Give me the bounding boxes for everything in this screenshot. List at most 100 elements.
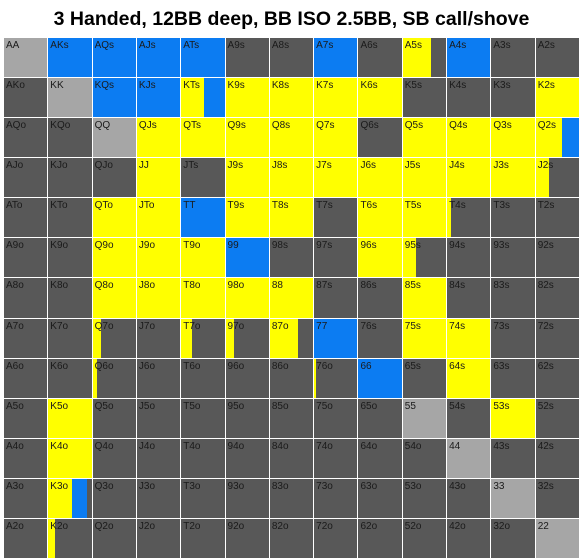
hand-fill-call [225,198,269,238]
hand-label: 96o [227,360,245,372]
hand-fill-call [314,78,358,118]
hand-fill-shove [181,38,225,78]
hand-cell-T5o: T5o [181,398,225,438]
hand-cell-K4o: K4o [48,438,92,478]
hand-cell-A2s: A2s [535,38,579,78]
hand-fill-call [225,118,269,158]
hand-label: A9s [227,40,245,51]
hand-fill-call [225,318,235,358]
hand-cell-QJs: QJs [136,118,181,158]
hand-label: K9o [50,240,69,252]
hand-cell-Q4o: Q4o [92,438,136,478]
hand-cell-55: 55 [402,398,447,438]
hand-cell-75o: 75o [314,398,358,438]
hand-label: A2o [6,520,24,532]
hand-label: 73s [493,320,510,332]
hand-cell-33: 33 [491,478,535,518]
hand-label: 63o [360,480,378,492]
hand-label: 92o [227,520,245,532]
hand-cell-95o: 95o [225,398,269,438]
hand-cell-K5s: K5s [402,78,447,118]
hand-fill-shove [314,318,358,358]
hand-cell-96s: 96s [358,238,402,278]
hand-cell-K9o: K9o [48,238,92,278]
hand-cell-A3s: A3s [491,38,535,78]
hand-label: 22 [537,520,549,532]
hand-cell-A8o: A8o [4,278,48,318]
hand-label: 54o [404,440,422,452]
hand-label: 99 [227,240,239,252]
hand-cell-65s: 65s [402,358,447,398]
hand-cell-T9o: T9o [181,238,225,278]
hand-label: 33 [493,480,505,492]
hand-cell-K4s: K4s [447,78,491,118]
hand-label: 76s [360,320,377,332]
hand-cell-42o: 42o [447,518,491,558]
hand-label: 95o [227,400,245,412]
hand-cell-K8s: K8s [269,78,314,118]
hand-label: Q2o [94,520,114,532]
hand-cell-A9s: A9s [225,38,269,78]
hand-label: 55 [404,400,416,412]
hand-label: AJo [6,160,24,172]
hand-cell-J3o: J3o [136,478,181,518]
hand-cell-K3o: K3o [48,478,92,518]
hand-cell-A5o: A5o [4,398,48,438]
hand-label: TT [183,200,196,212]
hand-cell-94s: 94s [447,238,491,278]
hand-cell-J2o: J2o [136,518,181,558]
hand-cell-44: 44 [447,438,491,478]
hand-fill-call [181,318,193,358]
hand-fill-call [402,198,447,238]
hand-label: K7s [316,80,334,92]
hand-cell-KK: KK [48,78,92,118]
hand-fill-shove [181,198,225,238]
hand-label: AQo [6,120,27,132]
hand-cell-J5s: J5s [402,158,447,198]
hand-cell-A7s: A7s [314,38,358,78]
hand-label: J8s [271,160,288,172]
hand-fill-call [269,278,314,318]
hand-cell-JJ: JJ [136,158,181,198]
hand-label: 32o [493,520,511,532]
hand-cell-63o: 63o [358,478,402,518]
hand-cell-92o: 92o [225,518,269,558]
hand-fill-call [269,118,314,158]
hand-label: T5o [183,400,201,412]
hand-fill-call [447,118,491,158]
hand-cell-86o: 86o [269,358,314,398]
hand-cell-Q9s: Q9s [225,118,269,158]
hand-cell-T5s: T5s [402,198,447,238]
hand-fill-call [48,398,92,438]
hand-label: 84o [271,440,289,452]
hand-cell-K2o: K2o [48,518,92,558]
hand-label: Q6o [94,360,114,372]
hand-cell-JTs: JTs [181,158,225,198]
hand-label: A6s [360,40,378,51]
hand-cell-KJs: KJs [136,78,181,118]
hand-label: T5s [404,200,422,212]
hand-label: K7o [50,320,69,332]
hand-label: A2s [537,40,555,51]
hand-cell-87s: 87s [314,278,358,318]
hand-label: J6s [360,160,377,172]
hand-fill-call [269,78,314,118]
hand-cell-T9s: T9s [225,198,269,238]
hand-label: Q7o [94,320,114,332]
hand-fill-call [447,198,452,238]
hand-fill-shove [72,478,88,518]
hand-label: 76o [316,360,333,372]
hand-label: QQ [94,120,111,132]
hand-fill-shove [136,78,181,118]
hand-cell-QQ: QQ [92,118,136,158]
hand-label: JTo [138,200,155,212]
hand-cell-KTo: KTo [48,198,92,238]
hand-cell-94o: 94o [225,438,269,478]
hand-fill-shove [447,38,491,78]
hand-fill-call [48,478,73,518]
hand-label: T4s [449,200,466,212]
hand-cell-43o: 43o [447,478,491,518]
hand-label: KJo [50,160,68,172]
hand-cell-Q3s: Q3s [491,118,535,158]
hand-label: Q4s [449,120,468,132]
